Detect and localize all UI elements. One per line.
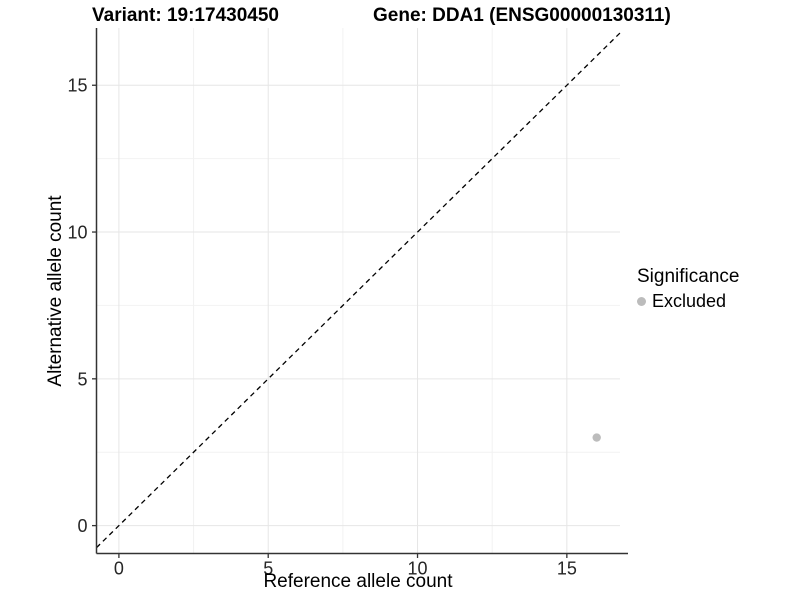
legend-title: Significance: [637, 266, 740, 287]
legend-item-excluded: Excluded: [637, 290, 739, 312]
plot-title-gene: Gene: DDA1 (ENSG00000130311): [373, 5, 671, 26]
x-tick-label: 5: [263, 559, 273, 579]
identity-line: [96, 32, 621, 549]
x-tick-label: 0: [114, 559, 124, 579]
legend: Significance Excluded: [637, 265, 739, 312]
y-tick-label: 5: [77, 369, 87, 389]
x-axis-title: Reference allele count: [263, 571, 453, 592]
x-tick-label: 15: [557, 559, 577, 579]
x-tick-label: 10: [408, 559, 428, 579]
data-point: [592, 433, 601, 442]
y-axis-title: Alternative allele count: [45, 195, 66, 387]
legend-item-label: Excluded: [652, 291, 727, 311]
legend-dot-icon: [637, 296, 646, 306]
y-tick-label: 15: [67, 76, 87, 96]
plot-title-variant: Variant: 19:17430450: [92, 5, 279, 26]
y-tick-label: 10: [67, 223, 87, 243]
y-tick-label: 0: [77, 516, 87, 536]
